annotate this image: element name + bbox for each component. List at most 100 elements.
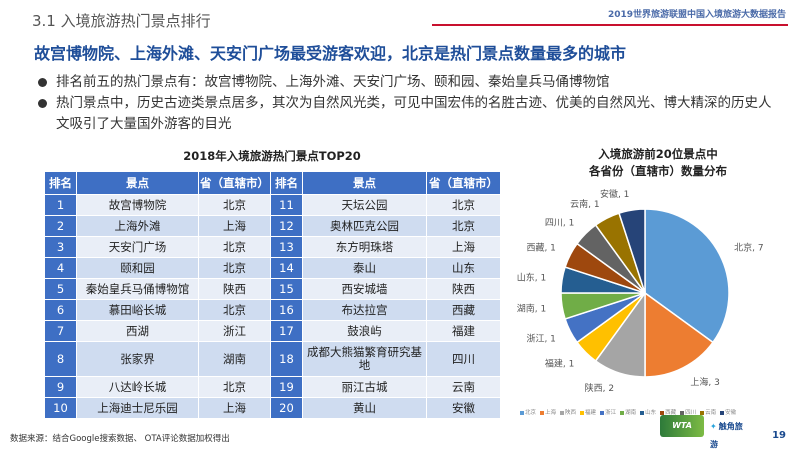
spot-cell: 布达拉宫 — [302, 299, 427, 321]
pie-slice — [618, 208, 646, 294]
rank-cell: 5 — [44, 278, 77, 300]
pie-data-label: 福建, 1 — [545, 358, 574, 370]
rank-cell: 1 — [44, 194, 77, 216]
table-row: 2 上海外滩 上海 12 奥林匹克公园 北京 — [44, 215, 501, 237]
legend-swatch — [700, 410, 705, 415]
legend-label: 云南 — [705, 410, 717, 416]
spot-cell: 慕田峪长城 — [76, 299, 199, 321]
rank-cell: 17 — [270, 320, 303, 342]
legend-item: 安徽 — [720, 408, 738, 416]
pie-data-label: 西藏, 1 — [526, 242, 555, 254]
legend-label: 上海 — [545, 410, 557, 416]
province-cell: 福建 — [426, 320, 501, 342]
province-cell: 陕西 — [198, 278, 271, 300]
pie-data-label: 湖南, 1 — [517, 303, 546, 315]
province-cell: 西藏 — [426, 299, 501, 321]
spot-cell: 鼓浪屿 — [302, 320, 427, 342]
legend-label: 安徽 — [725, 410, 737, 416]
province-cell: 北京 — [198, 236, 271, 258]
rank-cell: 11 — [270, 194, 303, 216]
rank-cell: 12 — [270, 215, 303, 237]
top-bar: 3.1 入境旅游热门景点排行 2019世界旅游联盟中国入境旅游大数据报告 — [0, 0, 800, 36]
province-cell: 北京 — [426, 215, 501, 237]
rank-cell: 8 — [44, 341, 77, 377]
pie-data-label: 浙江, 1 — [526, 332, 555, 344]
pie-data-label: 上海, 3 — [690, 376, 719, 388]
star-icon: ✦ — [710, 422, 717, 431]
legend-item: 北京 — [520, 408, 538, 416]
pie-data-label: 山东, 1 — [517, 271, 546, 283]
rank-cell: 10 — [44, 397, 77, 419]
province-cell: 浙江 — [198, 320, 271, 342]
header-province: 省（直辖市） — [426, 171, 501, 195]
rank-cell: 4 — [44, 257, 77, 279]
legend-swatch — [520, 410, 524, 415]
province-cell: 上海 — [426, 236, 501, 258]
spot-cell: 天坛公园 — [302, 194, 427, 216]
spot-cell: 丽江古城 — [302, 376, 427, 398]
data-source-note: 数据来源：结合Google搜索数据、 OTA评论数据加权得出 — [10, 434, 230, 444]
bullet-dot-icon — [38, 99, 47, 108]
spot-cell: 张家界 — [76, 341, 199, 377]
province-cell: 陕西 — [426, 278, 501, 300]
table-row: 8 张家界 湖南 18 成都大熊猫繁育研究基地 四川 — [44, 341, 501, 377]
table-header-row: 排名 景点 省（直辖市） 排名 景点 省（直辖市） — [44, 171, 501, 195]
spot-cell: 泰山 — [302, 257, 427, 279]
bullet-text: 排名前五的热门景点有：故宫博物院、上海外滩、天安门广场、颐和园、秦始皇兵马俑博物… — [56, 74, 610, 90]
province-cell: 北京 — [198, 299, 271, 321]
section-title: 3.1 入境旅游热门景点排行 — [32, 12, 211, 30]
legend-swatch — [660, 410, 665, 415]
pie-chart: 北京, 7 上海, 3 陕西, 2 福建, 1 浙江, 1 湖南, 1 山东, 1 西藏, 1… — [517, 188, 764, 394]
legend-item: 云南 — [700, 408, 718, 416]
province-cell: 上海 — [198, 397, 271, 419]
table-row: 6 慕田峪长城 北京 16 布达拉宫 西藏 — [44, 299, 501, 321]
province-cell: 北京 — [426, 194, 501, 216]
spot-cell: 颐和园 — [76, 257, 199, 279]
province-cell: 四川 — [426, 341, 501, 377]
pie-data-label: 陕西, 2 — [585, 382, 614, 394]
pie-slice — [644, 291, 715, 378]
rank-cell: 3 — [44, 236, 77, 258]
page-number: 19 — [772, 430, 786, 441]
pie-data-label: 北京, 7 — [734, 242, 763, 254]
rank-cell: 16 — [270, 299, 303, 321]
spot-cell: 西湖 — [76, 320, 199, 342]
legend-swatch — [640, 410, 645, 415]
partner-logo-text: 触角旅游 — [710, 422, 743, 449]
legend-swatch — [560, 410, 565, 415]
legend-swatch — [580, 410, 585, 415]
legend-swatch — [720, 410, 725, 415]
spot-cell: 上海外滩 — [76, 215, 199, 237]
pie-title: 入境旅游前20位景点中 各省份（直辖市）数量分布 — [540, 146, 776, 180]
table-row: 9 八达岭长城 北京 19 丽江古城 云南 — [44, 376, 501, 398]
table-row: 4 颐和园 北京 14 泰山 山东 — [44, 257, 501, 279]
report-name: 2019世界旅游联盟中国入境旅游大数据报告 — [607, 10, 786, 20]
legend-label: 西藏 — [665, 410, 677, 416]
pie-title-line2: 各省份（直辖市）数量分布 — [589, 164, 727, 178]
legend-item: 浙江 — [600, 408, 618, 416]
legend-item: 山东 — [640, 408, 658, 416]
header-rank: 排名 — [270, 171, 303, 195]
pie-slice — [644, 208, 730, 344]
header-rank: 排名 — [44, 171, 77, 195]
legend-swatch — [540, 410, 545, 415]
legend-label: 陕西 — [565, 410, 577, 416]
province-cell: 上海 — [198, 215, 271, 237]
bullet-list: 排名前五的热门景点有：故宫博物院、上海外滩、天安门广场、颐和园、秦始皇兵马俑博物… — [34, 72, 784, 135]
legend-item: 陕西 — [560, 408, 578, 416]
table-row: 1 故宫博物院 北京 11 天坛公园 北京 — [44, 194, 501, 216]
rank-cell: 19 — [270, 376, 303, 398]
spot-cell: 上海迪士尼乐园 — [76, 397, 199, 419]
legend-swatch — [680, 410, 685, 415]
legend-label: 福建 — [585, 410, 597, 416]
headline: 故宫博物院、上海外滩、天安门广场最受游客欢迎，北京是热门景点数量最多的城市 — [34, 44, 627, 63]
spot-cell: 天安门广场 — [76, 236, 199, 258]
spot-cell: 八达岭长城 — [76, 376, 199, 398]
legend-label: 湖南 — [625, 410, 637, 416]
pie-title-line1: 入境旅游前20位景点中 — [598, 147, 718, 161]
spot-cell: 东方明珠塔 — [302, 236, 427, 258]
bullet-dot-icon — [38, 78, 47, 87]
rank-cell: 9 — [44, 376, 77, 398]
spot-cell: 故宫博物院 — [76, 194, 199, 216]
legend-label: 浙江 — [605, 410, 617, 416]
